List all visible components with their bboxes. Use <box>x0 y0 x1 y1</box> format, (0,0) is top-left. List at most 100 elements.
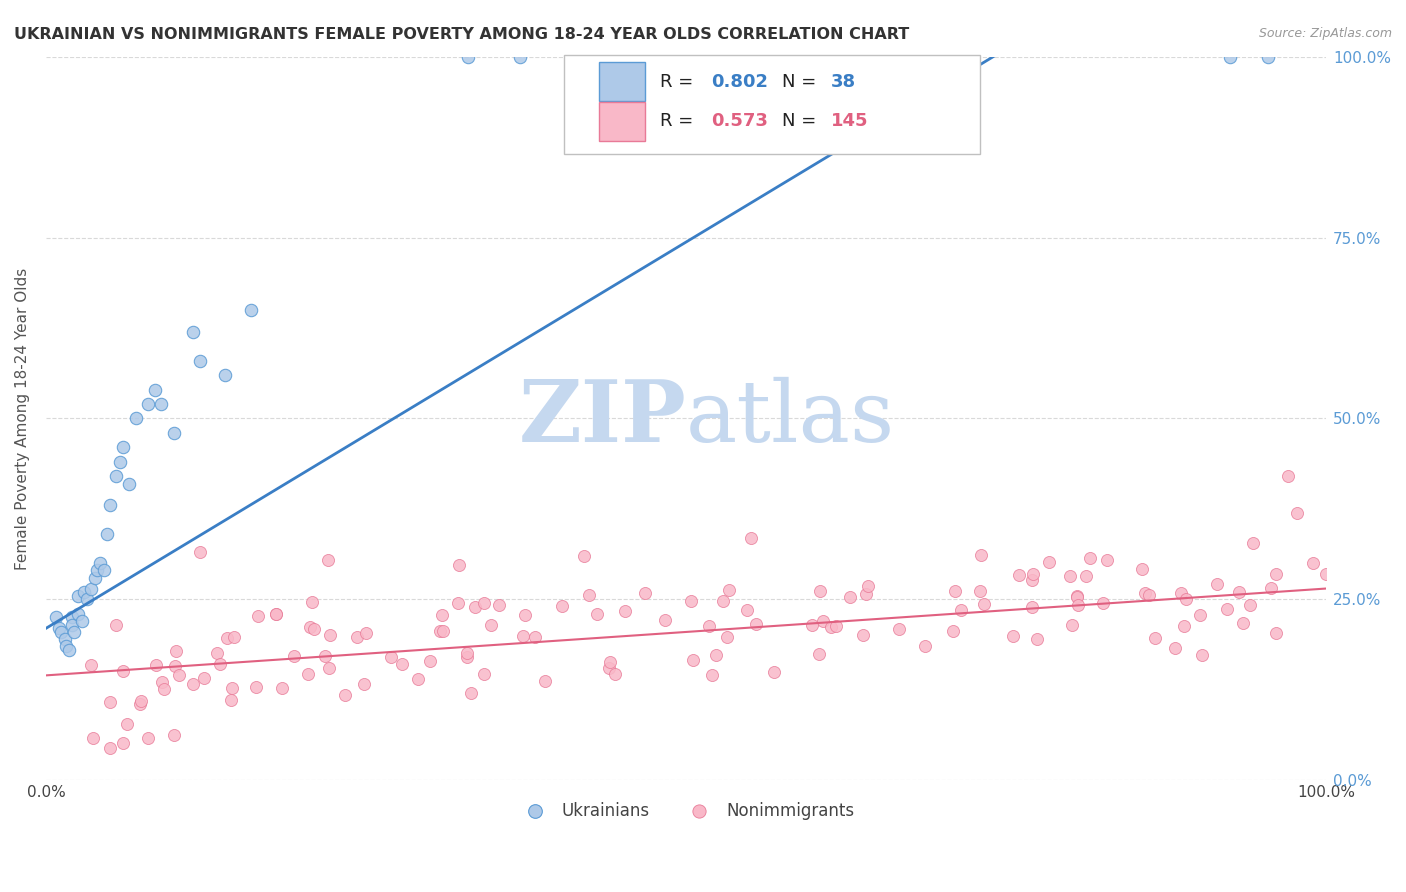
Point <box>165 644 187 658</box>
Point <box>914 639 936 653</box>
Point <box>346 630 368 644</box>
Point <box>214 368 236 382</box>
Point <box>572 549 595 563</box>
Point <box>586 607 609 621</box>
Point <box>1021 573 1043 587</box>
Point <box>456 647 478 661</box>
Point <box>152 674 174 689</box>
Text: 38: 38 <box>831 73 856 91</box>
Point <box>598 661 620 675</box>
Point <box>239 302 262 317</box>
Point <box>1059 569 1081 583</box>
Text: Source: ZipAtlas.com: Source: ZipAtlas.com <box>1258 27 1392 40</box>
Point <box>80 658 103 673</box>
Point <box>1191 648 1213 663</box>
Point <box>318 661 340 675</box>
Point <box>153 681 176 696</box>
Point <box>111 441 134 455</box>
Point <box>181 677 204 691</box>
Point <box>447 558 470 572</box>
Point <box>98 499 121 513</box>
Point <box>1078 550 1101 565</box>
Point <box>188 353 211 368</box>
Point <box>163 728 186 742</box>
Text: N =: N = <box>782 112 823 130</box>
Text: R =: R = <box>661 73 699 91</box>
Point <box>460 686 482 700</box>
Point <box>208 657 231 671</box>
Text: atlas: atlas <box>686 377 896 460</box>
Point <box>110 455 132 469</box>
Point <box>973 597 995 611</box>
Point <box>188 545 211 559</box>
Point <box>58 643 80 657</box>
Text: R =: R = <box>661 112 699 130</box>
Point <box>115 717 138 731</box>
Point <box>432 607 454 622</box>
Point <box>53 632 76 647</box>
Point <box>1091 597 1114 611</box>
Point <box>887 622 910 636</box>
Point <box>353 676 375 690</box>
Point <box>808 648 831 662</box>
Point <box>181 325 204 339</box>
Point <box>1260 581 1282 595</box>
Point <box>1076 569 1098 583</box>
Point <box>1206 577 1229 591</box>
Point <box>45 610 67 624</box>
Point <box>86 564 108 578</box>
Point <box>599 655 621 669</box>
Point <box>264 607 287 622</box>
Point <box>852 628 875 642</box>
Point <box>60 617 83 632</box>
Point <box>856 578 879 592</box>
Point <box>839 590 862 604</box>
Point <box>63 624 86 639</box>
Point <box>1174 592 1197 607</box>
Point <box>1173 619 1195 633</box>
Text: UKRAINIAN VS NONIMMIGRANTS FEMALE POVERTY AMONG 18-24 YEAR OLDS CORRELATION CHAR: UKRAINIAN VS NONIMMIGRANTS FEMALE POVERT… <box>14 27 910 42</box>
Point <box>354 626 377 640</box>
FancyBboxPatch shape <box>599 102 645 141</box>
Point <box>221 693 243 707</box>
Point <box>479 618 502 632</box>
Point <box>533 674 555 689</box>
Point <box>942 624 965 638</box>
Point <box>681 594 703 608</box>
Point <box>1038 555 1060 569</box>
Point <box>1001 629 1024 643</box>
Point <box>118 476 141 491</box>
Point <box>456 650 478 665</box>
Point <box>509 50 531 64</box>
Point <box>215 631 238 645</box>
Point <box>1130 562 1153 576</box>
Point <box>1066 590 1088 604</box>
Point <box>167 667 190 681</box>
Point <box>763 665 786 679</box>
Point <box>447 596 470 610</box>
Point <box>391 657 413 671</box>
Point <box>1170 586 1192 600</box>
Point <box>319 628 342 642</box>
Point <box>1144 631 1167 645</box>
Point <box>512 629 534 643</box>
Point <box>745 617 768 632</box>
Point <box>380 650 402 665</box>
Point <box>699 618 721 632</box>
Point <box>1286 506 1309 520</box>
Point <box>165 659 187 673</box>
Point <box>1232 616 1254 631</box>
Point <box>704 648 727 662</box>
Point <box>301 595 323 609</box>
Point <box>314 649 336 664</box>
Point <box>98 695 121 709</box>
Point <box>1133 586 1156 600</box>
Point <box>298 620 321 634</box>
Point <box>1008 568 1031 582</box>
Point <box>457 50 479 64</box>
Point <box>124 411 146 425</box>
Point <box>654 613 676 627</box>
Point <box>713 594 735 608</box>
Point <box>429 624 451 638</box>
Point <box>96 527 118 541</box>
